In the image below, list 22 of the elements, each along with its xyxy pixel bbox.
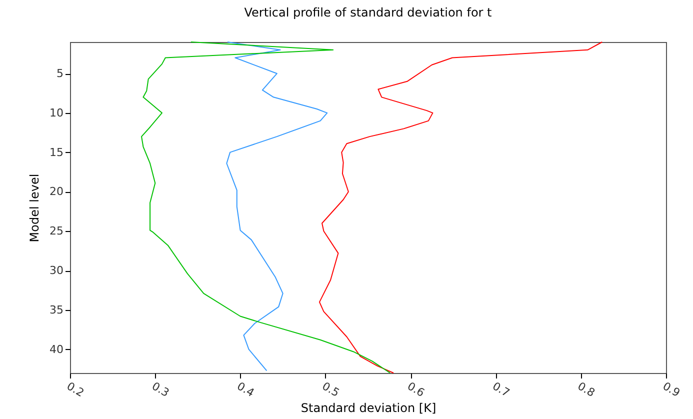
x-tick-label: 0.9 [660,380,682,400]
y-tick-label: 20 [50,185,64,198]
y-tick-label: 15 [50,146,64,159]
x-tick-label: 0.2 [64,380,86,400]
y-tick-label: 25 [50,224,64,238]
y-tick-label: 5 [56,67,64,80]
line-series [226,42,328,372]
x-tick-label: 0.6 [405,380,427,400]
line-series [141,42,391,374]
y-tick-label: 40 [50,342,64,356]
x-tick-label: 0.7 [490,380,512,400]
y-tick-label: 35 [50,303,64,316]
y-tick-label: 30 [50,264,64,278]
x-tick-label: 0.3 [150,380,172,400]
chart-title: Vertical profile of standard deviation for t [244,6,492,20]
y-axis-title: Model level [28,174,42,242]
x-axis-title: Standard deviation [K] [300,400,436,415]
y-tick-label: 10 [50,106,64,120]
x-tick-label: 0.4 [234,380,256,400]
line-series [318,42,603,374]
x-tick-label: 0.8 [575,380,598,400]
x-tick-label: 0.5 [320,380,342,400]
